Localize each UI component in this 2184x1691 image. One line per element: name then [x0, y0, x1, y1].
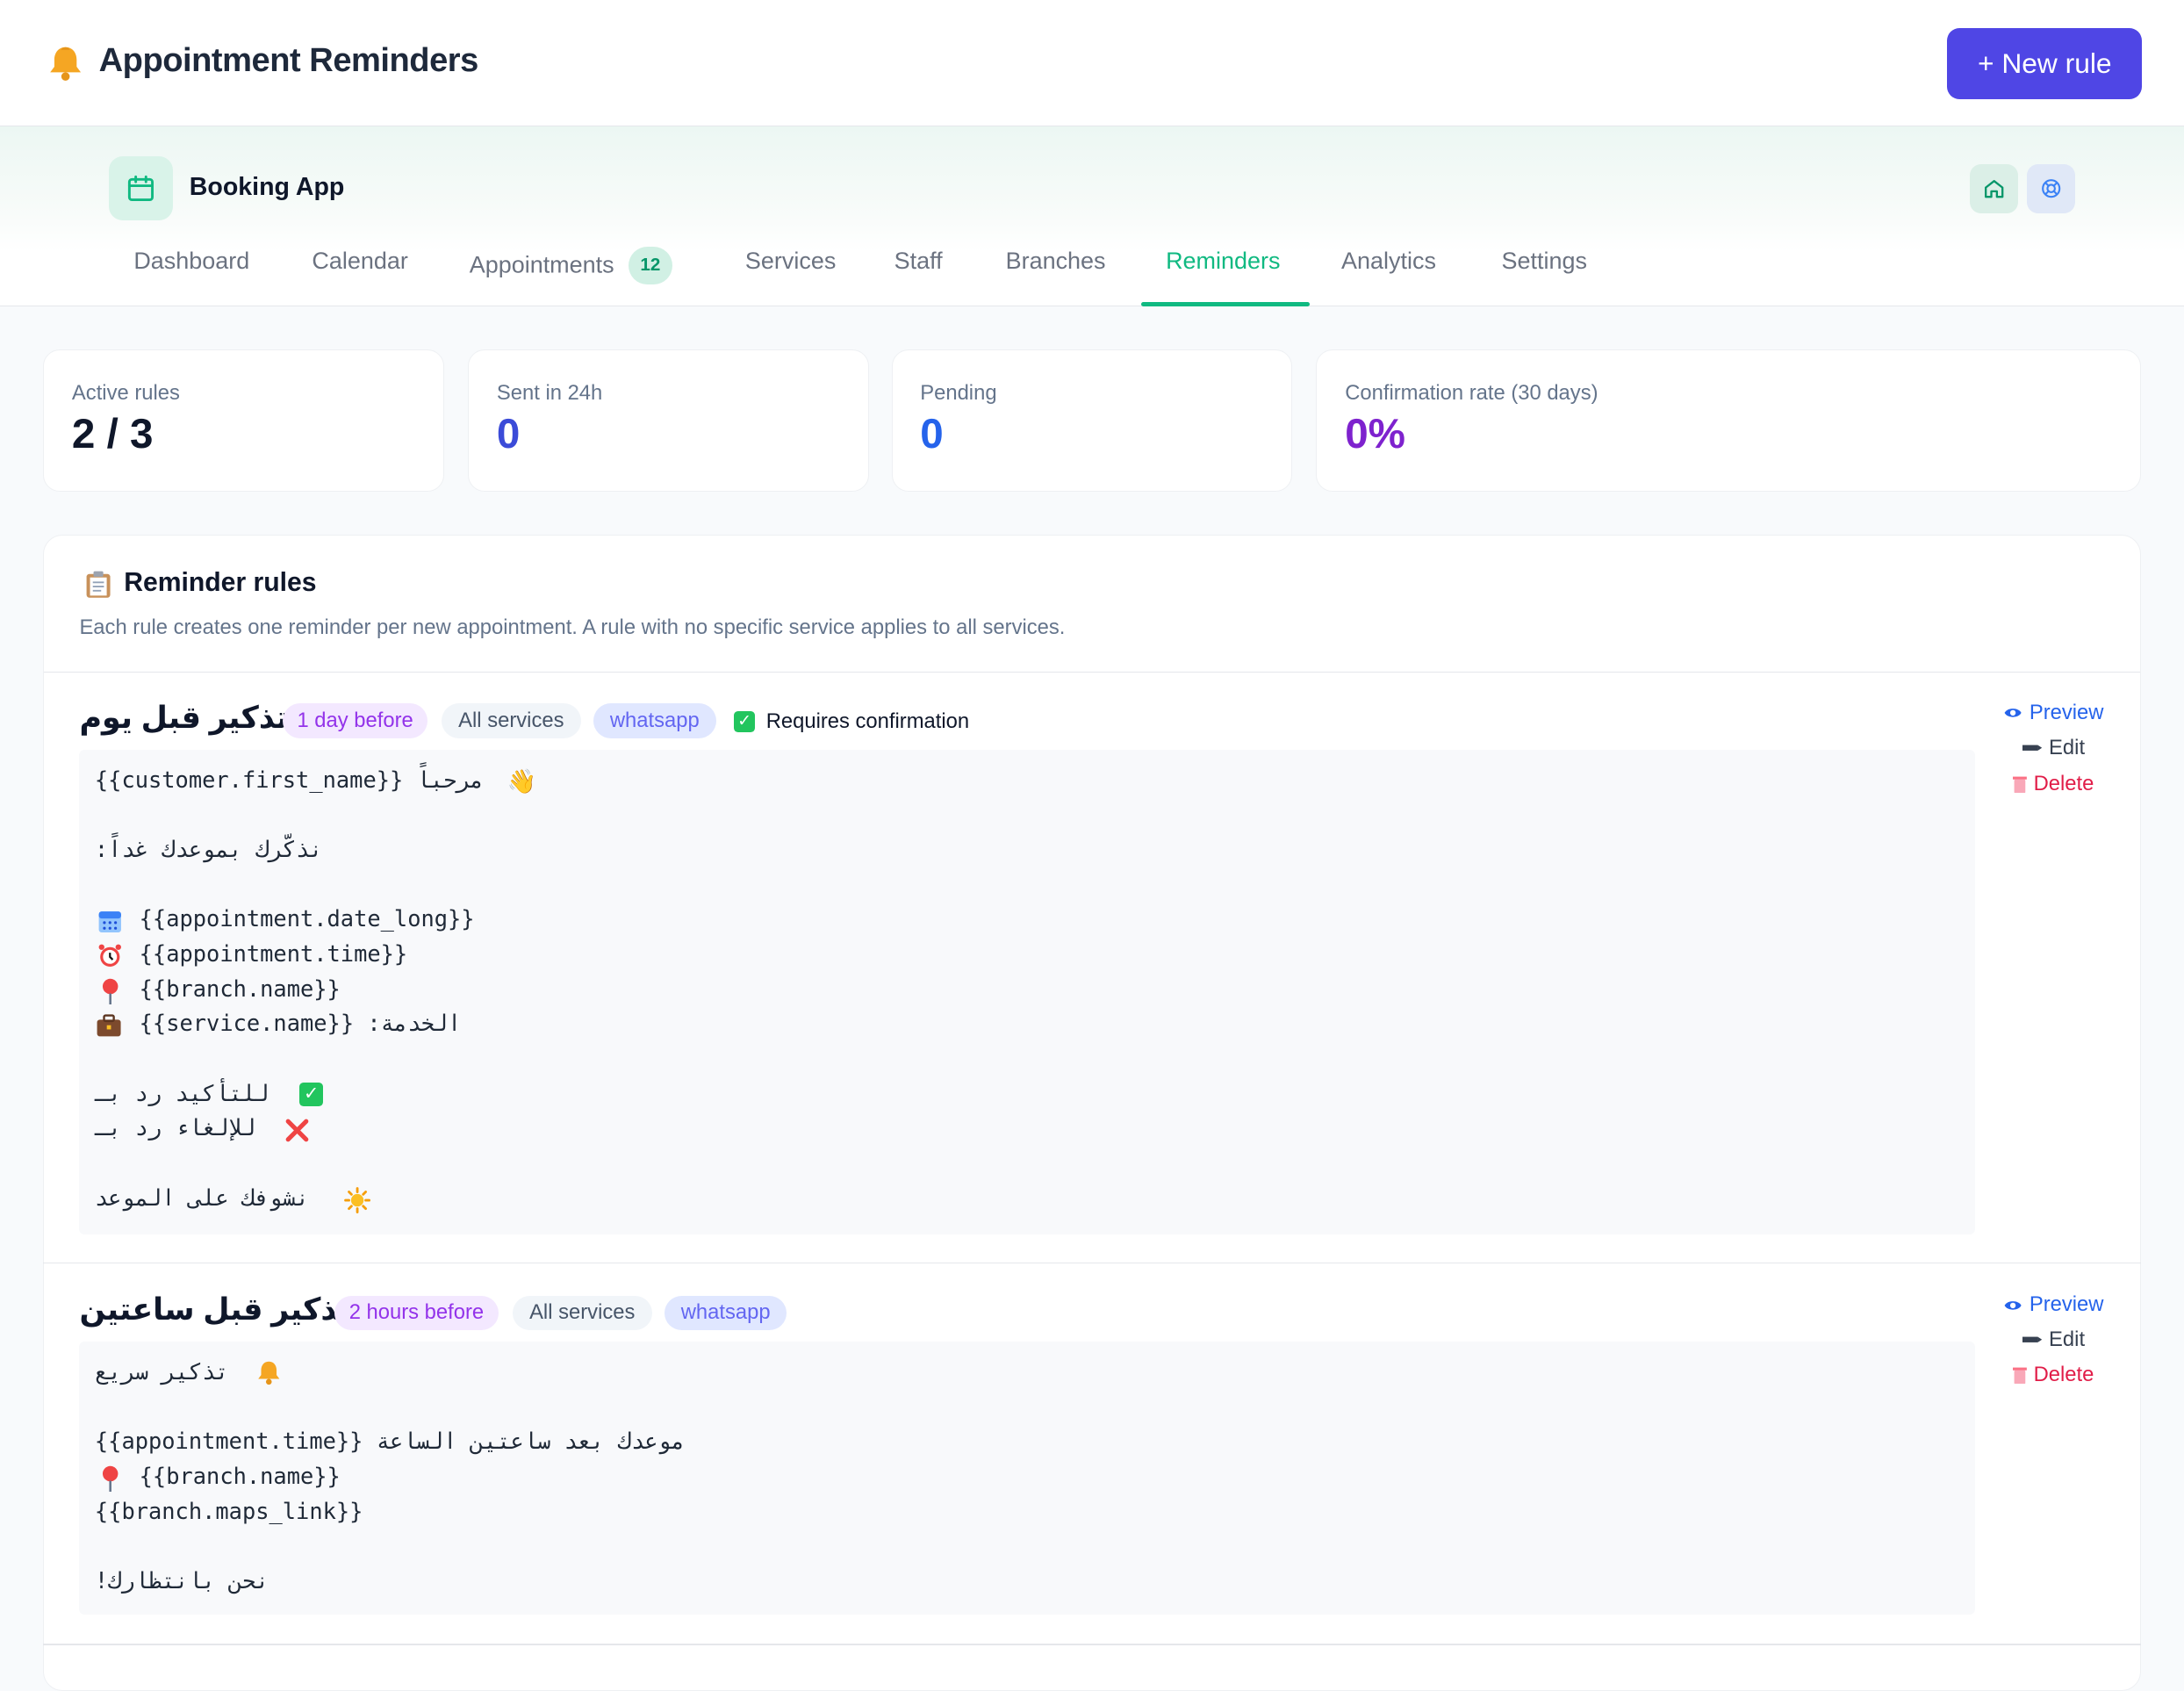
- clipboard-icon: [86, 571, 111, 598]
- calendar-icon: [108, 155, 173, 220]
- message-preview: تذكير سريع موعدك بعد ساعتين الساعة {{app…: [79, 1342, 1975, 1615]
- app-name: Booking App: [189, 172, 345, 201]
- message-line: مرحباً {{customer.first_name}}: [94, 766, 484, 793]
- appointments-count-badge: 12: [628, 246, 673, 284]
- preview-button[interactable]: Preview: [2003, 701, 2104, 725]
- tab-services[interactable]: Services: [744, 248, 837, 275]
- sun-icon: [344, 1187, 370, 1213]
- message-line: نحن بانتظارك!: [94, 1567, 269, 1594]
- rule-name: تذكير قبل يوم: [79, 701, 289, 736]
- stat-value: 0: [496, 411, 521, 458]
- message-line: {{appointment.date_long}}: [139, 905, 475, 932]
- preview-label: Preview: [2029, 701, 2104, 725]
- services-badge: All services: [441, 703, 581, 738]
- timing-badge: 1 day before: [283, 703, 428, 738]
- requires-confirmation: ✓ Requires confirmation: [734, 709, 969, 734]
- tab-reminders[interactable]: Reminders: [1166, 248, 1281, 275]
- message-line: {{branch.maps_link}}: [94, 1497, 363, 1524]
- rule-name: تذكير قبل ساعتين: [79, 1292, 350, 1328]
- tab-analytics[interactable]: Analytics: [1341, 248, 1436, 275]
- pin-icon: [102, 1466, 119, 1493]
- top-header: Appointment Reminders + New rule: [0, 0, 2184, 127]
- check-icon: ✓: [734, 710, 755, 732]
- pencil-icon: [2022, 1336, 2043, 1343]
- edit-button[interactable]: Edit: [2022, 736, 2085, 760]
- rule-divider: [43, 1262, 2141, 1264]
- cross-icon: [285, 1119, 309, 1142]
- tab-branches[interactable]: Branches: [1005, 248, 1106, 275]
- tab-dashboard[interactable]: Dashboard: [133, 248, 250, 275]
- stat-value: 0: [920, 411, 944, 458]
- message-line: {{appointment.time}}: [139, 940, 408, 968]
- tab-appointments-label: Appointments: [469, 251, 614, 278]
- message-preview: مرحباً {{customer.first_name}} 👋 نذكّرك …: [79, 749, 1975, 1234]
- tab-staff[interactable]: Staff: [894, 248, 943, 275]
- stat-label: Sent in 24h: [496, 381, 603, 406]
- preview-label: Preview: [2029, 1292, 2104, 1317]
- stat-card-pending: Pending 0: [891, 349, 1293, 493]
- home-icon: [1984, 180, 2004, 198]
- alarm-clock-icon: [98, 944, 122, 968]
- check-icon: ✓: [299, 1082, 324, 1106]
- edit-button[interactable]: Edit: [2022, 1328, 2085, 1352]
- tab-calendar[interactable]: Calendar: [312, 248, 408, 275]
- briefcase-icon: [97, 1014, 122, 1037]
- stat-value: 0%: [1345, 411, 1405, 458]
- message-line: للتأكيد رد بـ: [94, 1079, 269, 1106]
- active-tab-indicator: [1140, 302, 1310, 307]
- nav-tabs: Dashboard Calendar Appointments 12 Servic…: [0, 228, 2184, 307]
- timing-badge: 2 hours before: [334, 1295, 499, 1331]
- page-title: Appointment Reminders: [98, 41, 479, 79]
- channel-badge: whatsapp: [664, 1295, 787, 1331]
- trash-icon: [2012, 1367, 2027, 1385]
- delete-label: Delete: [2033, 772, 2094, 796]
- stat-value: 2 / 3: [71, 411, 154, 458]
- stat-card-sent: Sent in 24h 0: [468, 349, 870, 493]
- calendar-icon: [98, 910, 122, 932]
- message-line: تذكير سريع: [94, 1358, 229, 1385]
- tab-settings[interactable]: Settings: [1501, 248, 1587, 275]
- rules-panel-header: [44, 536, 2140, 673]
- delete-button[interactable]: Delete: [2012, 772, 2094, 796]
- message-line: نشوفك على الموعد: [94, 1184, 310, 1211]
- home-button[interactable]: [1969, 164, 2019, 213]
- stat-label: Pending: [920, 381, 997, 406]
- preview-button[interactable]: Preview: [2003, 1292, 2104, 1317]
- stat-label: Confirmation rate (30 days): [1345, 381, 1598, 406]
- eye-icon: [2004, 1300, 2022, 1310]
- edit-label: Edit: [2049, 735, 2086, 759]
- stat-card-active-rules: Active rules 2 / 3: [43, 349, 445, 493]
- bell-icon: [50, 47, 82, 82]
- rule-divider: [43, 1644, 2141, 1645]
- message-line: {{branch.name}}: [139, 975, 341, 1002]
- edit-label: Edit: [2049, 1328, 2086, 1352]
- message-line: للإلغاء رد بـ: [94, 1114, 256, 1141]
- tab-appointments[interactable]: Appointments 12: [469, 246, 673, 285]
- rules-panel-title: Reminder rules: [124, 568, 317, 598]
- new-rule-button[interactable]: + New rule: [1947, 27, 2143, 99]
- app-header: Booking App Dashboard Calendar Appointme…: [0, 126, 2184, 307]
- bell-icon: [258, 1361, 280, 1385]
- wave-icon: 👋: [506, 768, 537, 795]
- message-line: موعدك بعد ساعتين الساعة {{appointment.ti…: [94, 1428, 686, 1455]
- eye-icon: [2004, 709, 2022, 717]
- channel-badge: whatsapp: [593, 703, 716, 738]
- help-button[interactable]: [2026, 164, 2076, 213]
- help-icon: [2041, 179, 2061, 198]
- stat-card-confirmation-rate: Confirmation rate (30 days) 0%: [1316, 349, 2141, 493]
- message-line: {{branch.name}}: [139, 1463, 341, 1490]
- pencil-icon: [2022, 745, 2043, 751]
- services-badge: All services: [512, 1295, 652, 1331]
- delete-button[interactable]: Delete: [2012, 1362, 2094, 1387]
- delete-label: Delete: [2033, 1362, 2094, 1386]
- message-line: نذكّرك بموعدك غداً:: [94, 836, 323, 863]
- pin-icon: [102, 978, 119, 1005]
- message-line: الخدمة: {{service.name}}: [139, 1010, 462, 1037]
- trash-icon: [2012, 776, 2027, 794]
- rules-panel-description: Each rule creates one reminder per new a…: [79, 615, 1066, 640]
- stat-label: Active rules: [71, 381, 180, 406]
- requires-confirmation-label: Requires confirmation: [765, 709, 970, 733]
